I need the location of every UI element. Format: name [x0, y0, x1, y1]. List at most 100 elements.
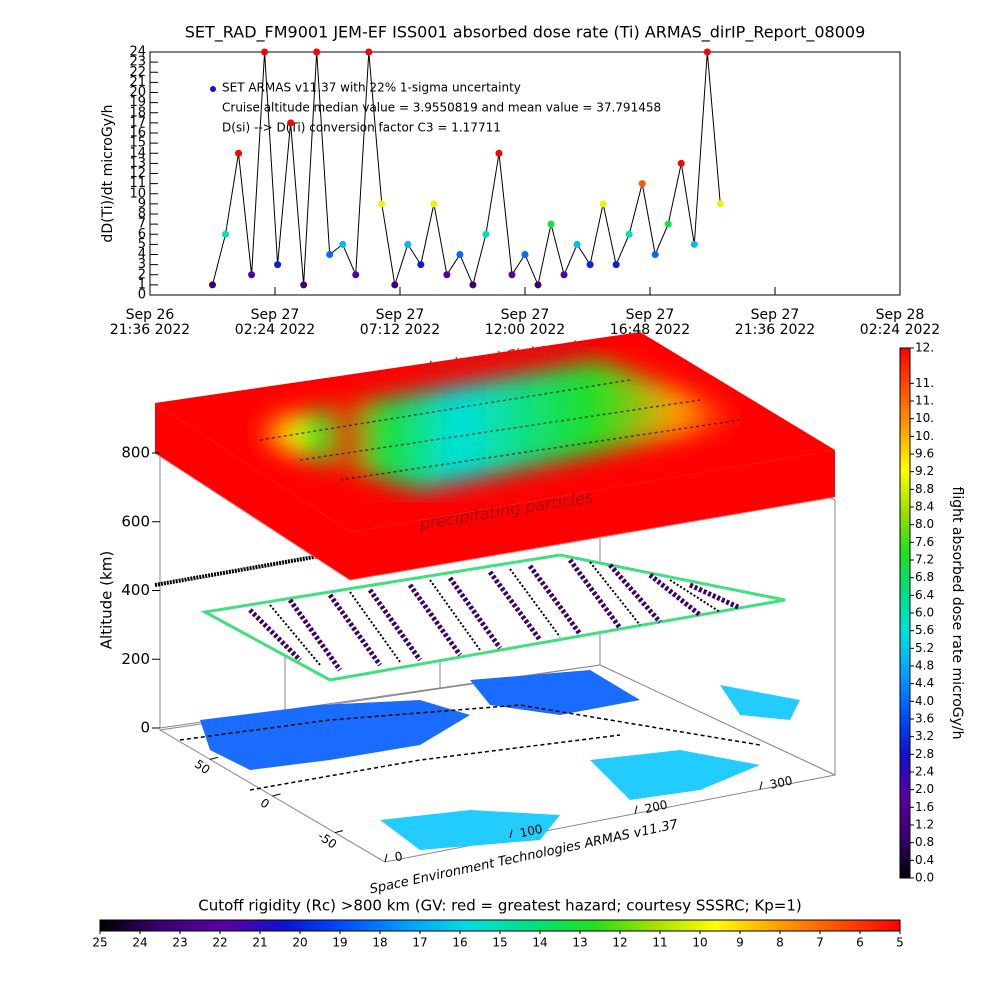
colorbar-tick-label: 9.2	[915, 464, 934, 478]
y-tick-label: 10	[129, 186, 146, 201]
y-tick-label: 17	[129, 115, 146, 130]
precipitating-slab	[154, 332, 836, 581]
x-tick-label: Sep 27	[376, 307, 425, 323]
colorbar-tick-label: 3.2	[915, 729, 934, 743]
dose-point	[248, 271, 256, 279]
z-axis-label: Altitude (km)	[98, 551, 116, 649]
colorbar-tick-label: 8.0	[915, 517, 934, 531]
dose-point	[469, 281, 477, 289]
dose-point	[391, 281, 399, 289]
colorbar	[899, 347, 911, 879]
x-tick	[634, 805, 638, 814]
colorbar	[99, 919, 901, 932]
y-axis-label: dD(Ti)/dt microGy/h	[100, 104, 116, 242]
x-tick-label: 21:36 2022	[735, 322, 815, 338]
x-tick-label: 300	[768, 773, 793, 791]
y-tick	[209, 756, 219, 760]
colorbar-tick-label: 12	[612, 936, 627, 950]
y-tick-label: 19	[129, 95, 146, 110]
colorbar-tick-label: 19	[332, 936, 347, 950]
y-tick-label: 16	[129, 126, 146, 141]
chart-title: SET_RAD_FM9001 JEM-EF ISS001 absorbed do…	[185, 23, 866, 43]
y-tick	[272, 793, 281, 797]
y-tick-label: 13	[129, 156, 146, 171]
colorbar-tick-label: 5.2	[915, 641, 934, 655]
dose-point	[339, 240, 347, 248]
dose-point	[586, 261, 594, 269]
colorbar-label: flight absorbed dose rate microGy/h	[949, 487, 965, 740]
dose-point	[482, 230, 490, 238]
x-tick-label: Sep 28	[876, 307, 925, 323]
x-tick-label: 200	[643, 798, 668, 816]
dose-point	[287, 119, 295, 127]
dose-point	[300, 281, 308, 289]
colorbar-tick-label: 8.4	[915, 500, 934, 514]
dose-point	[625, 230, 633, 238]
dose-point	[495, 149, 503, 157]
dose-point	[599, 200, 607, 208]
colorbar-tick-label: 8	[776, 936, 784, 950]
colorbar-tick-label: 24	[132, 936, 147, 950]
y-tick-label: 22	[129, 65, 146, 80]
colorbar-tick-label: 1.2	[915, 818, 934, 832]
dose-point	[716, 200, 724, 208]
colorbar-tick-label: 13	[572, 936, 587, 950]
y-tick-label: 24	[129, 45, 146, 60]
dose-point	[261, 48, 269, 56]
colorbar-tick-label: 0.8	[915, 835, 934, 849]
y-tick	[334, 830, 344, 834]
x-tick-label: 21:36 2022	[110, 322, 190, 338]
dose-point	[677, 159, 685, 167]
z-tick-label: 200	[121, 650, 150, 668]
colorbar-tick-label: 18	[372, 936, 387, 950]
dose-point	[508, 271, 516, 279]
dose-point	[430, 200, 438, 208]
dose-point	[326, 251, 334, 258]
dose-point	[443, 271, 451, 279]
y-tick-label: 11	[129, 176, 146, 191]
colorbar-tick-label: 9	[736, 936, 744, 950]
colorbar-tick-label: 10.	[915, 429, 934, 443]
flightpath-plane	[154, 546, 786, 682]
legend-dot	[210, 86, 216, 92]
colorbar-tick-label: 5	[896, 936, 904, 950]
dose-point	[612, 261, 620, 269]
y-tick-label: 1	[138, 277, 146, 292]
colorbar-tick-label: 25	[92, 936, 107, 950]
y-tick-label: 3	[138, 257, 146, 272]
colorbar-tick-label: 17	[412, 936, 427, 950]
colorbar-tick-label: 6.4	[915, 588, 934, 602]
y-tick-label: 6	[138, 227, 146, 242]
x-tick-label: 07:12 2022	[360, 322, 440, 338]
colorbar-label: Cutoff rigidity (Rc) >800 km (GV: red = …	[198, 897, 801, 915]
colorbar-tick-label: 23	[172, 936, 187, 950]
dose-point	[274, 261, 282, 269]
colorbar-tick-label: 16	[452, 936, 467, 950]
colorbar-tick-label: 2.0	[915, 782, 934, 796]
floor-map	[158, 664, 837, 863]
z-tick-label: 0	[140, 719, 150, 737]
x-tick-label: Sep 27	[251, 307, 300, 323]
dose-line	[212, 51, 721, 287]
colorbar-tick-label: 7.2	[915, 553, 934, 567]
y-tick-label: 15	[129, 136, 146, 151]
colorbar-tick-label: 11	[652, 936, 667, 950]
y-tick-label: 12	[129, 166, 146, 181]
x-tick-label: Sep 27	[751, 307, 800, 323]
dose-point	[638, 180, 646, 188]
dose-point	[417, 261, 425, 269]
dose-point	[313, 48, 321, 56]
dose-point	[365, 48, 373, 56]
y-tick-label: 7	[138, 217, 146, 232]
y-tick-label: 18	[129, 105, 146, 120]
x-tick	[384, 853, 388, 863]
dose-point	[651, 251, 659, 258]
x-tick-label: 02:24 2022	[860, 322, 940, 338]
annotation: Cruise altitude median value = 3.9550819…	[222, 101, 661, 115]
y-tick-label: 9	[138, 196, 146, 211]
colorbar-tick-label: 3.6	[915, 712, 934, 726]
y-tick-label: 0	[138, 288, 146, 303]
colorbar-tick-label: 7	[816, 936, 824, 950]
colorbar-tick-label: 5.6	[915, 623, 934, 637]
